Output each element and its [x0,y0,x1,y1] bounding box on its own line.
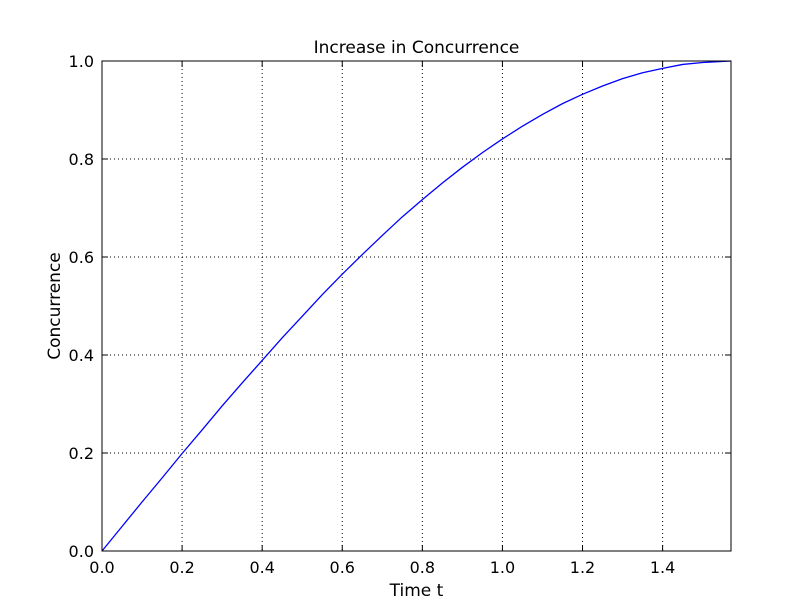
x-tick-label: 0.0 [89,558,114,577]
y-tick-label: 0.4 [69,346,94,365]
series-layer [101,60,732,552]
x-tick-label: 1.0 [490,558,515,577]
x-tick-label: 0.4 [249,558,274,577]
x-tick-label: 0.8 [410,558,435,577]
x-tick-label: 1.2 [570,558,595,577]
plot-frame [101,60,732,552]
x-axis-title: Time t [389,581,444,601]
y-tick-label: 0.6 [69,248,94,267]
y-tick-label: 1.0 [69,52,94,71]
series-line [101,60,732,552]
y-tick-labels: 0.0 0.2 0.4 0.6 0.8 1.0 [69,52,94,561]
x-tick-label: 0.6 [330,558,355,577]
y-tick-label: 0.8 [69,150,94,169]
y-tick-label: 0.2 [69,444,94,463]
y-tick-label: 0.0 [69,542,94,561]
x-tick-label: 1.4 [650,558,675,577]
x-tick-label: 0.2 [169,558,194,577]
x-tick-labels: 0.0 0.2 0.4 0.6 0.8 1.0 1.2 1.4 [89,558,675,577]
chart-title: Increase in Concurrence [314,38,520,58]
y-axis-title: Concurrence [45,252,65,360]
tick-marks [101,60,731,552]
